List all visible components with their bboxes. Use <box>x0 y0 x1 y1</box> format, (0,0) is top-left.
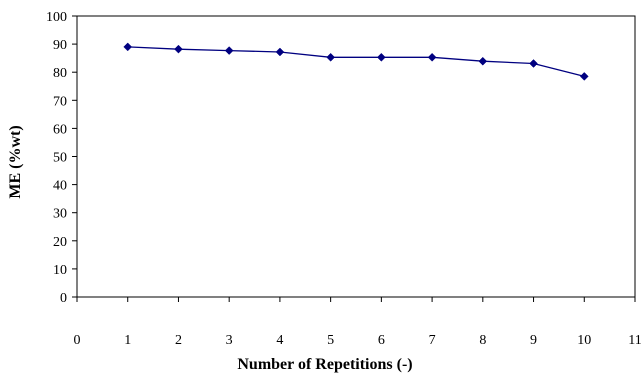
data-point <box>427 52 437 62</box>
x-tick-label: 2 <box>175 333 182 348</box>
data-point <box>275 47 285 57</box>
data-point <box>529 59 538 68</box>
data-point <box>326 52 335 62</box>
x-tick-label: 6 <box>378 333 385 348</box>
series-line <box>127 46 585 78</box>
x-tick-label: 4 <box>276 333 283 348</box>
y-tick-label: 40 <box>53 179 67 194</box>
data-point <box>224 46 234 55</box>
x-tick-label: 11 <box>628 333 641 348</box>
data-point <box>174 44 183 54</box>
data-point <box>377 52 386 62</box>
y-tick-label: 30 <box>53 207 67 222</box>
y-tick-label: 90 <box>53 38 67 53</box>
x-tick-label: 8 <box>479 333 486 348</box>
y-tick-label: 100 <box>46 10 67 25</box>
y-axis-ticks: 0 10 20 30 40 50 60 70 80 90 100 <box>46 10 77 306</box>
x-tick-label: 3 <box>226 333 233 348</box>
x-tick-label: 9 <box>530 333 537 348</box>
x-tick-label: 5 <box>327 333 334 348</box>
y-tick-label: 80 <box>53 66 67 81</box>
y-tick-label: 50 <box>53 151 67 166</box>
y-tick-label: 60 <box>53 122 67 137</box>
x-tick-label: 7 <box>429 333 436 348</box>
y-tick-label: 10 <box>53 263 67 278</box>
y-axis-title: ME (%wt) <box>7 125 24 198</box>
x-tick-label: 0 <box>74 333 81 348</box>
y-tick-label: 20 <box>53 235 67 250</box>
data-point <box>579 72 589 81</box>
y-tick-label: 0 <box>60 291 67 306</box>
series-layer <box>123 42 589 81</box>
x-tick-label: 10 <box>577 333 591 348</box>
data-point <box>123 42 133 52</box>
x-axis-title: Number of Repetitions (-) <box>237 356 412 373</box>
y-tick-label: 70 <box>53 94 67 109</box>
plot-area <box>76 15 636 298</box>
x-tick-label: 1 <box>124 333 131 348</box>
x-axis-ticks: 0 1 2 3 4 5 6 7 8 9 10 11 <box>74 297 642 348</box>
data-point <box>478 56 488 66</box>
